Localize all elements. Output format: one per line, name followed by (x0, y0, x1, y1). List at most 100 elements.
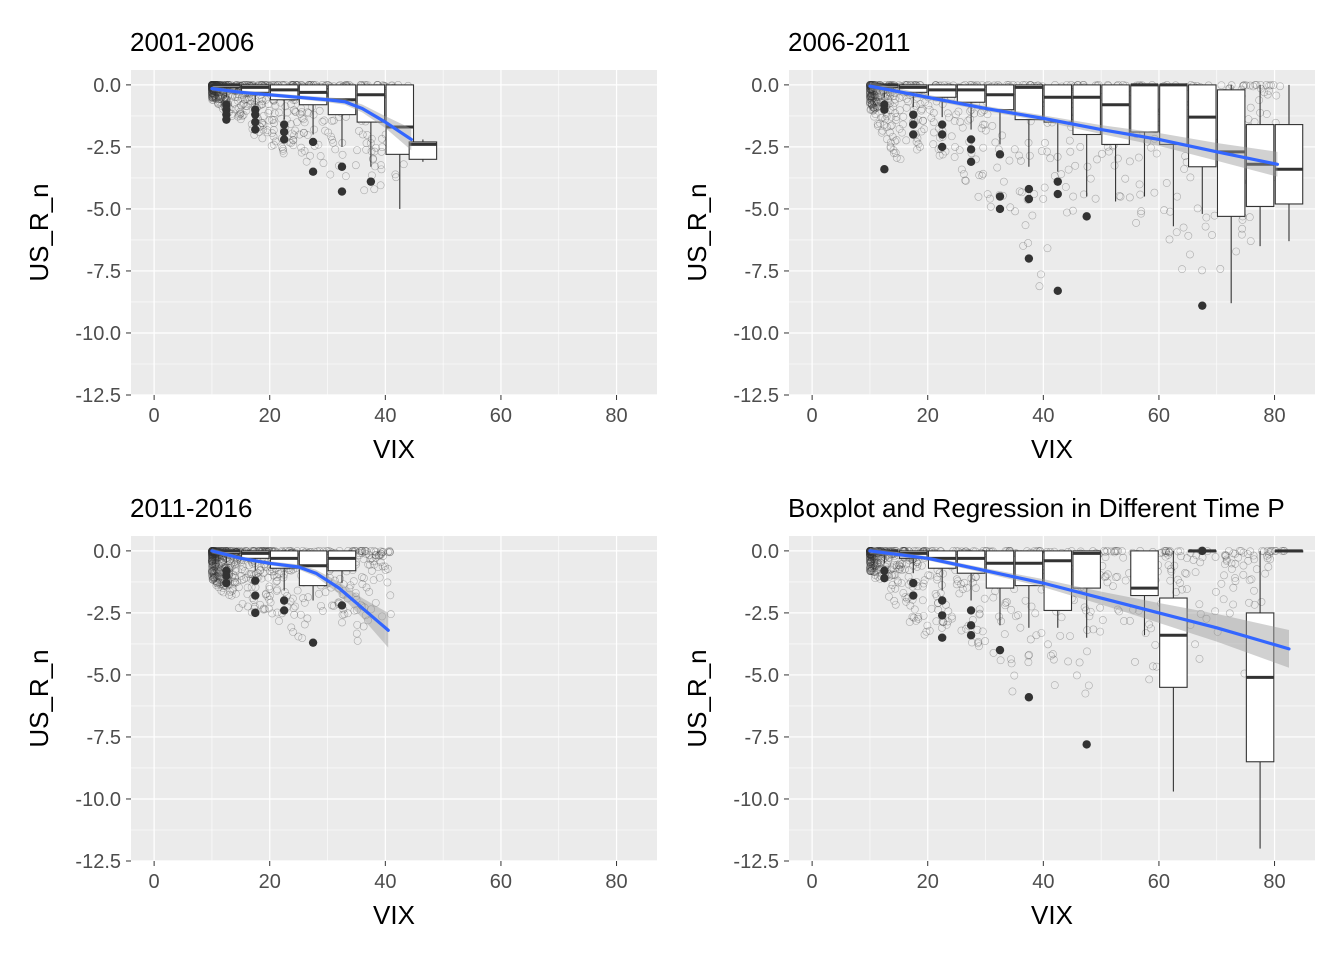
box-8 (1072, 550, 1101, 749)
scatter-point (1202, 213, 1211, 222)
scatter-point (1035, 282, 1044, 291)
scatter-point (209, 92, 217, 101)
scatter-point (1065, 136, 1074, 145)
scatter-point (1221, 560, 1229, 569)
scatter-point (264, 100, 273, 109)
scatter-point (378, 612, 387, 621)
scatter-point (209, 96, 218, 105)
scatter-point (240, 95, 249, 104)
scatter-point (208, 554, 217, 563)
scatter-point (1240, 81, 1249, 90)
scatter-point (302, 157, 311, 166)
scatter-point (297, 108, 306, 116)
box-outlier (279, 606, 289, 615)
x-tick-label: 0 (807, 871, 818, 893)
scatter-point (867, 92, 876, 101)
scatter-point (869, 94, 878, 102)
scatter-point (328, 135, 337, 144)
scatter-point (258, 100, 267, 109)
grid (131, 536, 657, 862)
scatter-point (1039, 194, 1048, 203)
scatter-point (1229, 583, 1238, 592)
scatter-point (269, 571, 278, 580)
scatter-point (869, 103, 878, 112)
scatter-point (1239, 81, 1248, 90)
scatter-point (953, 577, 962, 586)
scatter-point (247, 583, 256, 592)
scatter-point (916, 100, 925, 108)
scatter-point (245, 96, 254, 105)
scatter-point (983, 110, 992, 119)
scatter-point (1224, 547, 1233, 555)
x-tick-label: 80 (605, 871, 627, 893)
scatter-point (1246, 103, 1255, 112)
scatter-point (890, 98, 899, 107)
scatter-point (1183, 554, 1191, 563)
box-12 (1188, 84, 1217, 310)
scatter-point (1177, 552, 1185, 561)
scatter-point (961, 176, 970, 185)
scatter-point (1021, 221, 1030, 230)
scatter-point (1243, 550, 1252, 558)
box-13 (1274, 549, 1304, 553)
scatter-point (245, 561, 253, 570)
scatter-point (1272, 91, 1281, 100)
scatter-point (932, 617, 941, 626)
scatter-point (208, 92, 217, 101)
scatter-point (1164, 550, 1173, 559)
scatter-point (1001, 598, 1010, 607)
scatter-point (263, 126, 272, 135)
scatter-point (1242, 81, 1251, 90)
scatter-point (208, 561, 217, 570)
axes: 0 20 40 60 80 0.0 -2.5 -5.0 -7.5 -10.0 -12.5 (733, 541, 1285, 893)
box-outlier (937, 611, 947, 620)
scatter-point (995, 612, 1003, 621)
scatter-point (871, 94, 879, 102)
scatter-point (370, 185, 379, 194)
scatter-point (868, 101, 876, 110)
scatter-point (351, 161, 360, 170)
scatter-point (893, 576, 902, 585)
scatter-point (209, 567, 218, 575)
scatter-point (250, 97, 259, 106)
scatter-point (210, 91, 219, 100)
scatter-point (943, 617, 952, 626)
scatter-point (208, 557, 216, 566)
scatter-point (866, 558, 875, 567)
y-tick-label: -2.5 (745, 137, 779, 159)
scatter-point (1147, 143, 1155, 152)
box-outlier (308, 167, 318, 176)
scatter-point (1176, 579, 1184, 587)
scatter-point (943, 109, 952, 118)
scatter-point (1244, 556, 1253, 565)
scatter-point (300, 620, 309, 629)
x-tick-label: 60 (1148, 405, 1170, 427)
scatter-point (1265, 81, 1274, 90)
scatter-point (1010, 145, 1019, 154)
box-body (408, 141, 438, 160)
scatter-point (1165, 235, 1174, 244)
scatter-point (1132, 218, 1141, 227)
scatter-point (1258, 547, 1266, 555)
scatter-point (1263, 554, 1272, 563)
scatter-point (228, 586, 237, 595)
x-tick-label: 20 (259, 405, 281, 427)
scatter-point (897, 579, 906, 588)
scatter-point (225, 590, 234, 599)
scatter-point (867, 92, 876, 101)
panels: 0 20 40 60 80 0.0 -2.5 -5.0 -7.5 -10.0 -12.5 VIX US_… (24, 27, 1315, 930)
box-outlier (909, 120, 918, 129)
scatter-point (360, 574, 368, 583)
scatter-point (211, 560, 220, 568)
box-outlier (279, 596, 289, 605)
scatter-point (866, 562, 875, 571)
scatter-point (292, 108, 300, 117)
scatter-point (362, 583, 371, 592)
scatter-point (234, 604, 243, 612)
scatter-point (219, 588, 228, 597)
scatter-point (288, 594, 297, 603)
scatter-point (963, 583, 971, 592)
scatter-point (362, 139, 371, 148)
scatter-point (986, 202, 995, 211)
scatter-point (208, 90, 217, 98)
